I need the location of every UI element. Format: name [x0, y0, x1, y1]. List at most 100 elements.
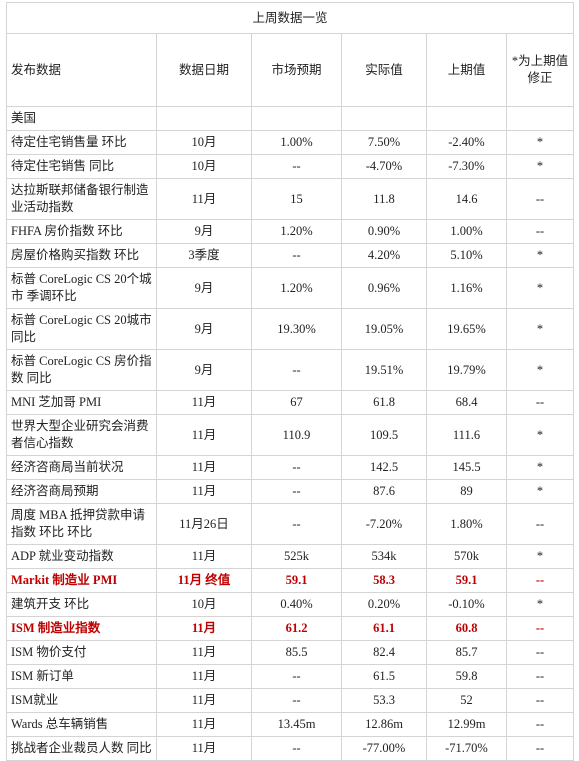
- table-cell: 10月: [156, 592, 252, 617]
- empty-cell: [341, 106, 427, 131]
- table-cell: 53.3: [341, 688, 427, 713]
- table-cell: 19.65%: [426, 308, 507, 350]
- table-cell: --: [505, 616, 575, 641]
- table-cell: --: [251, 154, 342, 179]
- column-header: 发布数据: [6, 33, 157, 107]
- table-cell: 87.6: [341, 479, 427, 504]
- data-row: ISM 制造业指数 11月 61.2 61.1 60.8 --: [6, 616, 575, 641]
- table-cell: 12.86m: [341, 712, 427, 737]
- table-cell: 12.99m: [426, 712, 507, 737]
- indicator-name: ISM 新订单: [6, 664, 157, 689]
- indicator-name: MNI 芝加哥 PMI: [6, 390, 157, 415]
- table-cell: 61.1: [341, 616, 427, 641]
- table-cell: 11.8: [341, 178, 427, 220]
- data-table: 上周数据一览 发布数据 数据日期 市场预期 实际值 上期值 *为上期值修正 美国 待定住宅销售…: [5, 2, 575, 761]
- empty-cell: [505, 106, 575, 131]
- table-cell: 58.3: [341, 568, 427, 593]
- table-body: 上周数据一览 发布数据 数据日期 市场预期 实际值 上期值 *为上期值修正 美国 待定住宅销售…: [5, 2, 575, 761]
- table-cell: 14.6: [426, 178, 507, 220]
- table-cell: -0.10%: [426, 592, 507, 617]
- table-cell: 1.16%: [426, 267, 507, 309]
- table-cell: 109.5: [341, 414, 427, 456]
- table-cell: 7.50%: [341, 130, 427, 155]
- table-cell: 60.8: [426, 616, 507, 641]
- table-cell: 10月: [156, 154, 252, 179]
- table-cell: --: [251, 503, 342, 545]
- indicator-name: 挑战者企业裁员人数 同比: [6, 736, 157, 761]
- table-cell: 85.7: [426, 640, 507, 665]
- indicator-name: ISM 物价支付: [6, 640, 157, 665]
- table-cell: *: [505, 243, 575, 268]
- header-row: 发布数据 数据日期 市场预期 实际值 上期值 *为上期值修正: [6, 33, 575, 107]
- table-cell: 110.9: [251, 414, 342, 456]
- table-cell: 11月: [156, 455, 252, 480]
- table-cell: 111.6: [426, 414, 507, 456]
- table-cell: 11月: [156, 664, 252, 689]
- data-row: 经济咨商局当前状况 11月 -- 142.5 145.5 *: [6, 455, 575, 480]
- column-header: *为上期值修正: [505, 33, 575, 107]
- table-cell: 11月26日: [156, 503, 252, 545]
- table-cell: *: [505, 455, 575, 480]
- table-cell: 9月: [156, 349, 252, 391]
- title-row: 上周数据一览: [5, 2, 575, 34]
- table-cell: *: [505, 154, 575, 179]
- indicator-name: 建筑开支 环比: [6, 592, 157, 617]
- indicator-name: 标普 CoreLogic CS 20城市同比: [6, 308, 157, 350]
- table-cell: 525k: [251, 544, 342, 569]
- data-row: 待定住宅销售 同比 10月 -- -4.70% -7.30% *: [6, 154, 575, 179]
- data-row: 达拉斯联邦储备银行制造业活动指数 11月 15 11.8 14.6 --: [6, 178, 575, 220]
- section-label: 美国: [6, 106, 157, 131]
- column-header: 市场预期: [251, 33, 342, 107]
- data-row: 房屋价格购买指数 环比 3季度 -- 4.20% 5.10% *: [6, 243, 575, 268]
- table-cell: 59.1: [426, 568, 507, 593]
- table-cell: 9月: [156, 267, 252, 309]
- table-cell: -2.40%: [426, 130, 507, 155]
- table-cell: *: [505, 592, 575, 617]
- indicator-name: 经济咨商局当前状况: [6, 455, 157, 480]
- table-cell: 1.20%: [251, 219, 342, 244]
- indicator-name: ADP 就业变动指数: [6, 544, 157, 569]
- table-cell: 19.05%: [341, 308, 427, 350]
- data-row: 标普 CoreLogic CS 房价指数 同比 9月 -- 19.51% 19.79% *: [6, 349, 575, 391]
- data-row: 建筑开支 环比 10月 0.40% 0.20% -0.10% *: [6, 592, 575, 617]
- table-cell: --: [251, 479, 342, 504]
- table-cell: --: [505, 640, 575, 665]
- table-cell: 11月: [156, 414, 252, 456]
- table-cell: --: [505, 219, 575, 244]
- indicator-name: 标普 CoreLogic CS 房价指数 同比: [6, 349, 157, 391]
- table-cell: *: [505, 414, 575, 456]
- table-cell: 0.20%: [341, 592, 427, 617]
- table-cell: 15: [251, 178, 342, 220]
- indicator-name: 周度 MBA 抵押贷款申请指数 环比 环比: [6, 503, 157, 545]
- indicator-name: 房屋价格购买指数 环比: [6, 243, 157, 268]
- table-cell: *: [505, 349, 575, 391]
- table-cell: 5.10%: [426, 243, 507, 268]
- table-cell: 11月: [156, 688, 252, 713]
- data-row: 待定住宅销售量 环比 10月 1.00% 7.50% -2.40% *: [6, 130, 575, 155]
- table-cell: -77.00%: [341, 736, 427, 761]
- indicator-name: 经济咨商局预期: [6, 479, 157, 504]
- indicator-name: 标普 CoreLogic CS 20个城市 季调环比: [6, 267, 157, 309]
- table-cell: --: [505, 736, 575, 761]
- table-cell: 67: [251, 390, 342, 415]
- table-cell: 0.90%: [341, 219, 427, 244]
- data-row: ISM 物价支付 11月 85.5 82.4 85.7 --: [6, 640, 575, 665]
- table-cell: 61.5: [341, 664, 427, 689]
- table-cell: 82.4: [341, 640, 427, 665]
- table-cell: *: [505, 479, 575, 504]
- table-cell: 19.51%: [341, 349, 427, 391]
- table-cell: *: [505, 544, 575, 569]
- table-cell: 11月 终值: [156, 568, 252, 593]
- data-row: Markit 制造业 PMI 11月 终值 59.1 58.3 59.1 --: [6, 568, 575, 593]
- table-cell: --: [505, 664, 575, 689]
- column-header: 实际值: [341, 33, 427, 107]
- empty-cell: [426, 106, 507, 131]
- table-cell: 11月: [156, 479, 252, 504]
- table-cell: --: [251, 736, 342, 761]
- empty-cell: [251, 106, 342, 131]
- column-header: 数据日期: [156, 33, 252, 107]
- table-cell: --: [505, 712, 575, 737]
- table-cell: 68.4: [426, 390, 507, 415]
- table-cell: 19.30%: [251, 308, 342, 350]
